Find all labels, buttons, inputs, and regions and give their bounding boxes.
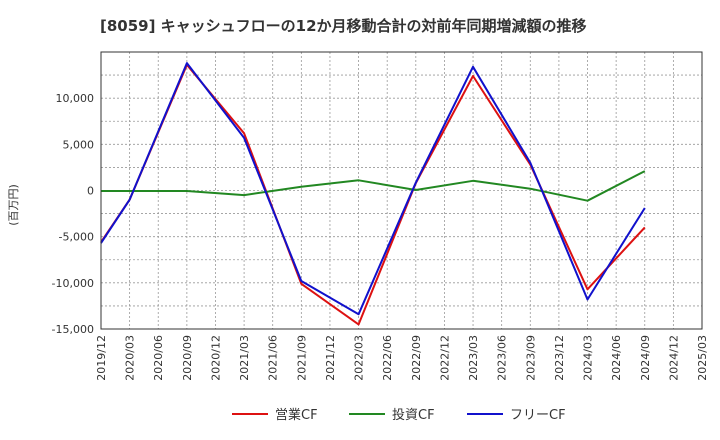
y-tick-label: 5,000 bbox=[63, 138, 95, 151]
x-tick-label: 2020/06 bbox=[152, 335, 165, 381]
legend-item: フリーCF bbox=[467, 408, 566, 423]
x-tick-label: 2023/03 bbox=[467, 335, 480, 381]
x-tick-label: 2021/03 bbox=[238, 335, 251, 381]
x-tick-label: 2024/06 bbox=[610, 335, 623, 381]
legend-item: 営業CF bbox=[232, 407, 318, 423]
x-tick-label: 2020/03 bbox=[124, 335, 137, 381]
series-line bbox=[100, 62, 646, 316]
y-tick-label: -5,000 bbox=[59, 231, 94, 244]
legend-label: 営業CF bbox=[275, 407, 318, 423]
x-tick-label: 2023/09 bbox=[524, 335, 537, 381]
y-tick-label: -15,000 bbox=[52, 323, 94, 336]
x-tick-label: 2021/06 bbox=[267, 335, 280, 381]
legend-label: 投資CF bbox=[392, 407, 435, 423]
y-axis-ticks: 10,000 5,000 0 -5,000 -10,000 -15,000 bbox=[52, 92, 94, 336]
series-lines bbox=[100, 62, 646, 326]
x-axis-ticks: 2019/12 2020/03 2020/06 2020/09 2020/12 2021/… bbox=[95, 335, 709, 381]
x-tick-label: 2024/03 bbox=[582, 335, 595, 381]
legend-item: 投資CF bbox=[349, 407, 435, 423]
y-tick-label: 10,000 bbox=[56, 92, 95, 105]
y-axis-label: (百万円) bbox=[7, 184, 20, 226]
x-tick-label: 2025/03 bbox=[696, 335, 709, 381]
chart-title: [8059] キャッシュフローの12か月移動合計の対前年同期増減額の推移 bbox=[100, 17, 587, 35]
y-tick-label: -10,000 bbox=[52, 277, 94, 290]
x-tick-label: 2022/12 bbox=[438, 335, 451, 381]
x-tick-label: 2021/12 bbox=[324, 335, 337, 381]
x-tick-label: 2022/03 bbox=[353, 335, 366, 381]
x-tick-label: 2019/12 bbox=[95, 335, 108, 381]
plot-frame bbox=[100, 51, 703, 330]
legend: 営業CF 投資CF フリーCF bbox=[232, 407, 566, 423]
x-tick-label: 2020/09 bbox=[181, 335, 194, 381]
x-tick-label: 2022/06 bbox=[381, 335, 394, 381]
legend-label: フリーCF bbox=[510, 408, 566, 423]
x-tick-label: 2020/12 bbox=[209, 335, 222, 381]
x-tick-label: 2024/09 bbox=[639, 335, 652, 381]
series-line bbox=[101, 170, 646, 202]
x-tick-label: 2022/09 bbox=[410, 335, 423, 381]
x-tick-label: 2021/09 bbox=[295, 335, 308, 381]
y-tick-label: 0 bbox=[87, 185, 94, 198]
x-tick-label: 2023/12 bbox=[553, 335, 566, 381]
x-tick-label: 2024/12 bbox=[667, 335, 680, 381]
x-tick-label: 2023/06 bbox=[496, 335, 509, 381]
